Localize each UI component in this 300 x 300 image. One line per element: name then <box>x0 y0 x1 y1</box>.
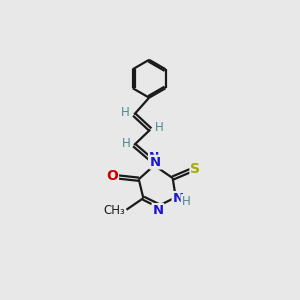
Text: H: H <box>155 121 164 134</box>
Text: N: N <box>149 151 159 164</box>
Text: H: H <box>182 195 190 208</box>
Text: O: O <box>106 169 118 183</box>
Text: H: H <box>122 137 130 150</box>
Text: N: N <box>152 204 164 217</box>
Text: S: S <box>190 162 200 176</box>
Text: N: N <box>150 156 161 169</box>
Text: N: N <box>172 192 184 205</box>
Text: CH₃: CH₃ <box>103 204 125 217</box>
Text: H: H <box>121 106 130 119</box>
